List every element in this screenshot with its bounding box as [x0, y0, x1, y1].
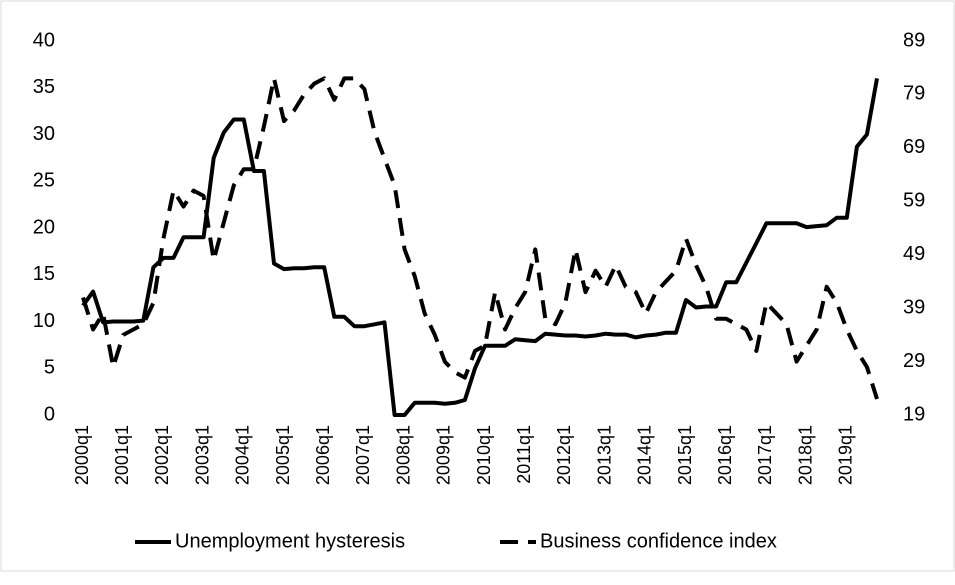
x-tick-label: 2019q1: [836, 425, 856, 485]
x-tick-label: 2003q1: [192, 425, 212, 485]
y-tick-label: 20: [33, 216, 55, 238]
x-tick-label: 2008q1: [393, 425, 413, 485]
x-tick-label: 2018q1: [795, 425, 815, 485]
y-tick-label: 15: [33, 263, 55, 285]
series-line: [81, 76, 879, 400]
legend-label: Business confidence index: [540, 530, 777, 552]
x-tick-label: 2005q1: [273, 425, 293, 485]
x-tick-label: 2013q1: [594, 425, 614, 485]
x-tick-label: 2010q1: [474, 425, 494, 485]
x-tick-label: 2001q1: [112, 425, 132, 485]
y2-tick-label: 29: [903, 350, 925, 372]
legend-label: Unemployment hysteresis: [175, 530, 405, 552]
x-tick-label: 2006q1: [313, 425, 333, 485]
x-tick-label: 2000q1: [72, 425, 92, 485]
x-tick-label: 2017q1: [755, 425, 775, 485]
y2-tick-label: 49: [903, 243, 925, 265]
x-tick-label: 2009q1: [434, 425, 454, 485]
x-tick-label: 2004q1: [233, 425, 253, 485]
y2-tick-label: 59: [903, 190, 925, 212]
x-tick-label: 2016q1: [715, 425, 735, 485]
y-tick-label: 10: [33, 310, 55, 332]
y-tick-label: 25: [33, 170, 55, 192]
x-tick-label: 2015q1: [675, 425, 695, 485]
x-tick-label: 2012q1: [554, 425, 574, 485]
y-tick-label: 40: [33, 29, 55, 51]
x-tick-label: 2014q1: [635, 425, 655, 485]
series-line: [81, 78, 879, 417]
y-tick-label: 0: [44, 403, 55, 425]
y2-tick-label: 79: [903, 83, 925, 105]
y2-tick-label: 19: [903, 403, 925, 425]
y2-tick-label: 39: [903, 296, 925, 318]
chart-border: [0, 0, 955, 572]
y2-tick-label: 69: [903, 136, 925, 158]
y-tick-label: 5: [44, 357, 55, 379]
y2-tick-label: 89: [903, 29, 925, 51]
y-tick-label: 30: [33, 123, 55, 145]
x-tick-label: 2002q1: [152, 425, 172, 485]
y-tick-label: 35: [33, 76, 55, 98]
x-tick-label: 2007q1: [353, 425, 373, 485]
x-tick-label: 2011q1: [514, 425, 534, 484]
